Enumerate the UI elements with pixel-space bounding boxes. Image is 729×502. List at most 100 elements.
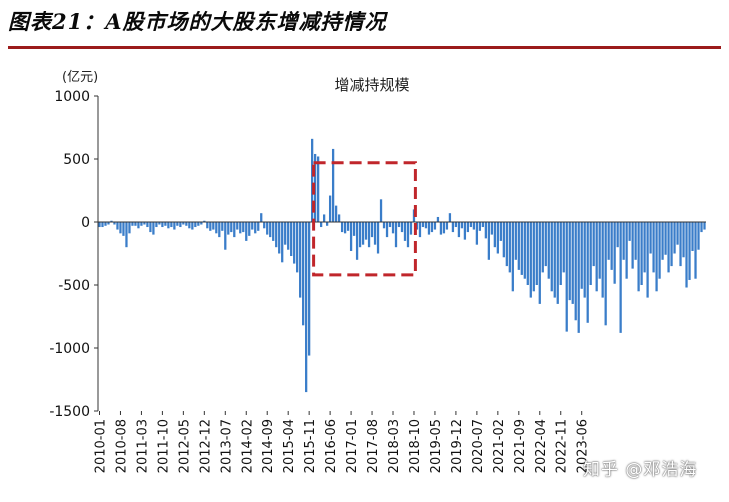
bar xyxy=(463,222,467,240)
bar xyxy=(257,222,260,231)
bar xyxy=(424,222,428,229)
bar xyxy=(523,222,526,279)
bar xyxy=(604,222,607,326)
bar xyxy=(415,222,419,230)
x-tick-label: 2012-05 xyxy=(177,419,192,473)
bar xyxy=(493,222,496,248)
x-tick-label: 2015-11 xyxy=(303,419,318,473)
bar xyxy=(688,222,691,280)
bar xyxy=(376,222,380,254)
bar xyxy=(451,222,455,233)
bar xyxy=(212,222,215,230)
bar xyxy=(125,222,128,248)
bar xyxy=(595,222,598,292)
bar xyxy=(293,222,296,264)
bar xyxy=(676,222,679,245)
x-tick-label: 2010-01 xyxy=(94,419,109,473)
bar xyxy=(137,222,140,229)
watermark: 知乎 @邓浩海 xyxy=(583,460,698,480)
bar xyxy=(430,222,434,233)
bar xyxy=(176,222,179,226)
bar xyxy=(152,222,155,235)
bar xyxy=(454,222,458,228)
y-unit-label: (亿元) xyxy=(62,70,98,85)
bar xyxy=(251,222,254,230)
bar xyxy=(565,222,568,332)
bar xyxy=(652,222,655,273)
bar xyxy=(634,222,637,260)
bar xyxy=(631,222,634,269)
bar xyxy=(571,222,574,304)
bar xyxy=(508,222,511,273)
bar xyxy=(436,216,440,222)
x-tick-label: 2022-04 xyxy=(534,419,549,473)
bar xyxy=(409,222,413,235)
bar xyxy=(281,222,284,263)
bar xyxy=(203,220,206,222)
chart-title: 增减持规模 xyxy=(334,76,409,94)
bar xyxy=(254,222,257,234)
bar xyxy=(182,222,185,225)
bar xyxy=(640,222,643,285)
bar xyxy=(691,222,694,251)
bar xyxy=(314,153,317,222)
bar xyxy=(101,222,104,228)
bar xyxy=(655,222,658,292)
bar xyxy=(224,222,227,250)
bar xyxy=(682,222,685,258)
bar xyxy=(382,222,386,229)
bar xyxy=(574,222,577,321)
bar xyxy=(529,222,532,298)
bar xyxy=(131,222,134,226)
bar xyxy=(586,222,589,323)
bar xyxy=(616,222,619,248)
bar xyxy=(625,222,628,279)
bar xyxy=(397,222,401,228)
x-tick-label: 2017-01 xyxy=(345,419,360,473)
bar xyxy=(472,222,476,230)
bar xyxy=(299,222,302,298)
bar xyxy=(502,222,505,258)
bar xyxy=(385,222,389,238)
bar xyxy=(541,222,544,273)
bar xyxy=(266,222,269,235)
bar xyxy=(694,222,697,279)
bar xyxy=(622,222,625,260)
bar xyxy=(194,222,197,228)
bar xyxy=(128,222,131,234)
bar xyxy=(275,222,278,248)
bar xyxy=(535,222,538,285)
bar xyxy=(116,222,119,230)
bar xyxy=(406,222,410,248)
bar xyxy=(373,222,377,245)
bar xyxy=(580,222,583,289)
y-tick-label: -500 xyxy=(58,278,90,294)
bar xyxy=(346,222,350,231)
bar xyxy=(364,222,368,240)
bar xyxy=(544,222,547,267)
bar xyxy=(319,222,323,228)
bar xyxy=(499,222,502,241)
bar xyxy=(343,222,347,234)
bar xyxy=(140,222,143,226)
bar xyxy=(649,222,652,254)
bar xyxy=(607,222,610,260)
x-tick-label: 2018-03 xyxy=(387,419,402,473)
bar xyxy=(227,222,230,235)
bar xyxy=(391,222,395,234)
bar xyxy=(367,222,371,248)
bar xyxy=(206,222,209,229)
y-ticks-group: 1000 500 0 -500 -1000 -1500 xyxy=(49,89,98,420)
bar xyxy=(331,148,335,222)
bar xyxy=(661,222,664,260)
bar xyxy=(460,222,464,229)
bar xyxy=(290,222,293,257)
x-tick-label: 2016-06 xyxy=(324,419,339,473)
bar xyxy=(113,222,116,225)
bar xyxy=(598,222,601,279)
x-tick-label: 2021-02 xyxy=(492,419,507,473)
y-tick-label: -1500 xyxy=(49,404,90,420)
bar xyxy=(146,222,149,228)
x-tick-label: 2019-05 xyxy=(429,419,444,473)
